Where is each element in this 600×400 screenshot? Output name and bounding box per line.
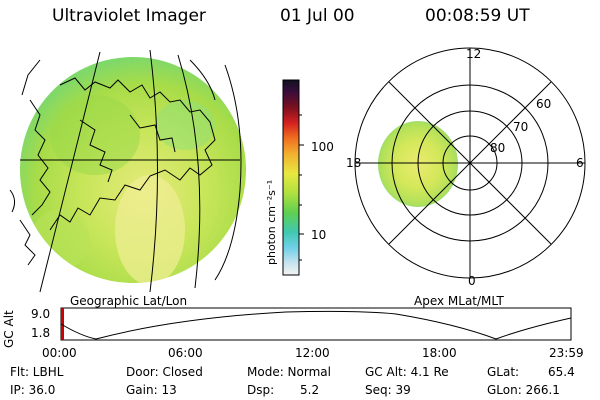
info-ip: IP: 36.0: [10, 383, 56, 397]
mlt-label-18: 18: [346, 156, 362, 170]
lat-label-80: 80: [490, 141, 506, 155]
geo-panel-label: Geographic Lat/Lon: [70, 294, 188, 308]
info-gc-alt: GC Alt: 4.1 Re: [365, 365, 449, 379]
colorbar-tick-10: 10: [311, 228, 327, 242]
altitude-tick-high: 9.0: [31, 307, 51, 321]
info-glat-value: 65.4: [548, 365, 575, 379]
time-tick-0600: 06:00: [168, 346, 203, 360]
info-gain: Gain: 13: [126, 383, 177, 397]
lat-label-70: 70: [513, 120, 529, 134]
info-door: Door: Closed: [126, 365, 203, 379]
info-dsp-value: 5.2: [300, 383, 320, 397]
colorbar-ticks: [299, 114, 304, 261]
time-tick-0000: 00:00: [42, 346, 77, 360]
colorbar-gradient: [282, 79, 300, 276]
info-glat: GLat:: [487, 365, 520, 379]
polar-dial-panel: [354, 47, 586, 279]
colorbar-tick-100: 100: [311, 140, 334, 154]
lat-label-60: 60: [536, 97, 552, 111]
info-mode: Mode: Normal: [247, 365, 331, 379]
app-title: Ultraviolet Imager: [52, 6, 206, 26]
mlt-label-0: 0: [468, 274, 476, 288]
altitude-axis-label: GC Alt: [2, 310, 16, 348]
polar-panel-label: Apex MLat/MLT: [414, 294, 504, 308]
info-glon: GLon: 266.1: [487, 383, 560, 397]
lat-lon-grid: [20, 49, 240, 293]
altitude-tick-low: 1.8: [31, 326, 51, 340]
coastline-outlines: [9, 59, 242, 281]
altitude-curve: [60, 310, 572, 340]
colorbar: photon cm⁻²s⁻¹: [265, 79, 304, 276]
time-tick-2359: 23:59: [549, 346, 584, 360]
colorbar-unit-label: photon cm⁻²s⁻¹: [265, 180, 278, 265]
altitude-plot: [60, 307, 572, 341]
info-dsp: Dsp:: [247, 383, 275, 397]
info-flt: Flt: LBHL: [10, 365, 64, 379]
polar-grid: [354, 47, 586, 279]
time-label: 00:08:59 UT: [425, 6, 530, 26]
info-seq: Seq: 39: [365, 383, 411, 397]
date-label: 01 Jul 00: [280, 6, 355, 26]
mlt-label-12: 12: [466, 47, 482, 61]
time-tick-1800: 18:00: [422, 346, 457, 360]
geographic-image-panel: [9, 49, 246, 293]
mlt-label-6: 6: [576, 156, 584, 170]
altitude-plot-frame: [60, 307, 572, 341]
current-time-marker: [61, 308, 64, 340]
time-tick-1200: 12:00: [295, 346, 330, 360]
